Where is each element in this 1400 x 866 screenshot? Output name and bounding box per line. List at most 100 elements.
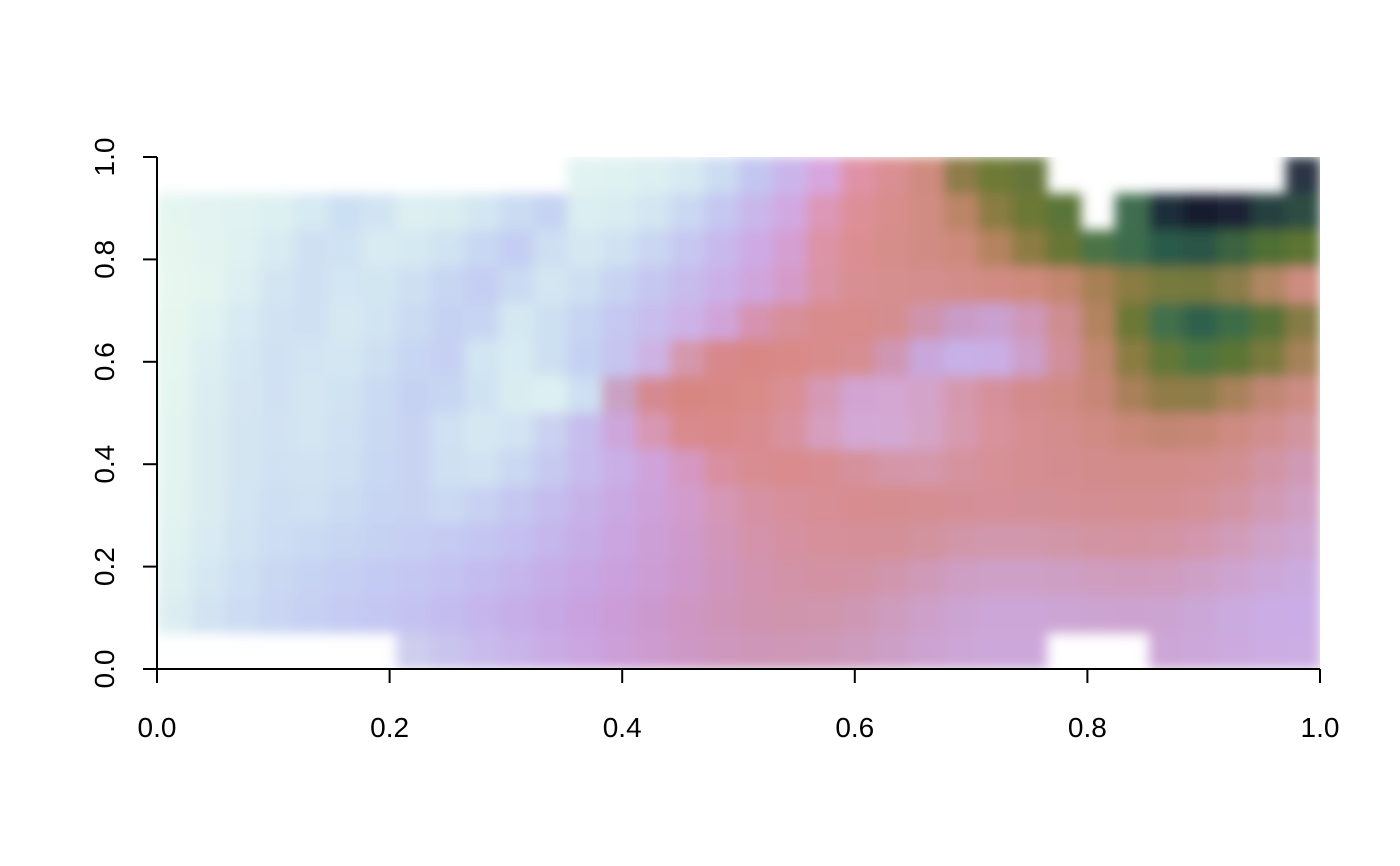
- raster-cell: [259, 339, 295, 378]
- raster-cell: [806, 595, 842, 634]
- raster-cell: [1012, 193, 1048, 231]
- raster-cell: [225, 595, 261, 634]
- raster-cell: [909, 413, 945, 451]
- raster-cell: [806, 376, 842, 414]
- raster-cell: [670, 230, 706, 268]
- raster-cell: [1217, 193, 1253, 231]
- raster-cell: [635, 376, 671, 414]
- raster-cell: [499, 449, 535, 487]
- raster-cell: [635, 486, 671, 524]
- raster-cell: [943, 559, 979, 597]
- raster-cell: [601, 157, 637, 195]
- raster-cell: [1046, 303, 1082, 341]
- raster-cell: [499, 266, 535, 305]
- raster-cell: [806, 339, 842, 378]
- raster-cell: [1012, 266, 1048, 305]
- raster-cell: [977, 193, 1013, 231]
- raster-cell: [875, 339, 911, 378]
- x-tick-label: 0.6: [835, 712, 874, 743]
- raster-cell: [157, 339, 193, 378]
- raster-cell: [464, 632, 500, 669]
- raster-cell: [977, 486, 1013, 524]
- raster-cell: [567, 449, 603, 487]
- raster-cell: [191, 595, 227, 634]
- raster-cell: [1046, 449, 1082, 487]
- raster-cell: [533, 559, 569, 597]
- raster-cell: [1217, 559, 1253, 597]
- raster-cell: [704, 303, 740, 341]
- raster-cell: [259, 413, 295, 451]
- raster-cell: [1046, 559, 1082, 597]
- raster-cell: [533, 413, 569, 451]
- raster-cell: [806, 449, 842, 487]
- raster-cell: [977, 303, 1013, 341]
- raster-cell: [977, 339, 1013, 378]
- raster-cell: [533, 193, 569, 231]
- raster-cell: [1080, 559, 1116, 597]
- raster-cell: [225, 193, 261, 231]
- raster-cell: [157, 486, 193, 524]
- raster-cell: [499, 522, 535, 561]
- raster-cell: [430, 339, 466, 378]
- raster-cell: [670, 157, 706, 195]
- raster-cell: [464, 559, 500, 597]
- raster-cell: [1217, 339, 1253, 378]
- raster-cell: [943, 266, 979, 305]
- raster-cell: [328, 230, 364, 268]
- raster-cell: [191, 376, 227, 414]
- raster-cell: [635, 339, 671, 378]
- raster-cell: [1285, 266, 1320, 305]
- raster-cell: [977, 266, 1013, 305]
- raster-cell: [841, 230, 877, 268]
- raster-cell: [396, 413, 432, 451]
- raster-cell: [533, 339, 569, 378]
- raster-cell: [1046, 339, 1082, 378]
- raster-cell: [499, 230, 535, 268]
- raster-cell: [738, 449, 774, 487]
- y-tick-label: 0.8: [89, 240, 120, 279]
- raster-cell: [396, 486, 432, 524]
- raster-cell: [464, 522, 500, 561]
- raster-cell: [943, 486, 979, 524]
- raster-cell: [396, 449, 432, 487]
- raster-cell: [943, 595, 979, 634]
- raster-cell: [1114, 522, 1150, 561]
- raster-cell: [1183, 303, 1219, 341]
- raster-cell: [841, 413, 877, 451]
- raster-cell: [1046, 595, 1082, 634]
- raster-cell: [430, 376, 466, 414]
- raster-cell: [430, 632, 466, 669]
- raster-cell: [1183, 339, 1219, 378]
- raster-cell: [567, 266, 603, 305]
- raster-cell: [499, 632, 535, 669]
- raster-cell: [772, 559, 808, 597]
- raster-cell: [225, 559, 261, 597]
- raster-cell: [635, 522, 671, 561]
- raster-cell: [738, 303, 774, 341]
- raster-cell: [157, 449, 193, 487]
- raster-cell: [259, 595, 295, 634]
- raster-cell: [977, 230, 1013, 268]
- raster-cell: [601, 559, 637, 597]
- raster-cell: [772, 413, 808, 451]
- raster-cell: [635, 193, 671, 231]
- raster-cell: [977, 632, 1013, 669]
- raster-cell: [635, 230, 671, 268]
- raster-cell: [1148, 632, 1184, 669]
- raster-cell: [1183, 193, 1219, 231]
- raster-cell: [875, 595, 911, 634]
- raster-cell: [464, 595, 500, 634]
- raster-cell: [601, 303, 637, 341]
- raster-cell: [704, 632, 740, 669]
- raster-cell: [1183, 522, 1219, 561]
- raster-cell: [875, 303, 911, 341]
- raster-cell: [259, 266, 295, 305]
- raster-cell: [328, 339, 364, 378]
- raster-cell: [1012, 486, 1048, 524]
- raster-cell: [977, 522, 1013, 561]
- x-tick-label: 0.0: [138, 712, 177, 743]
- raster-cell: [1080, 486, 1116, 524]
- raster-cell: [704, 230, 740, 268]
- raster-cell: [601, 413, 637, 451]
- raster-cell: [909, 376, 945, 414]
